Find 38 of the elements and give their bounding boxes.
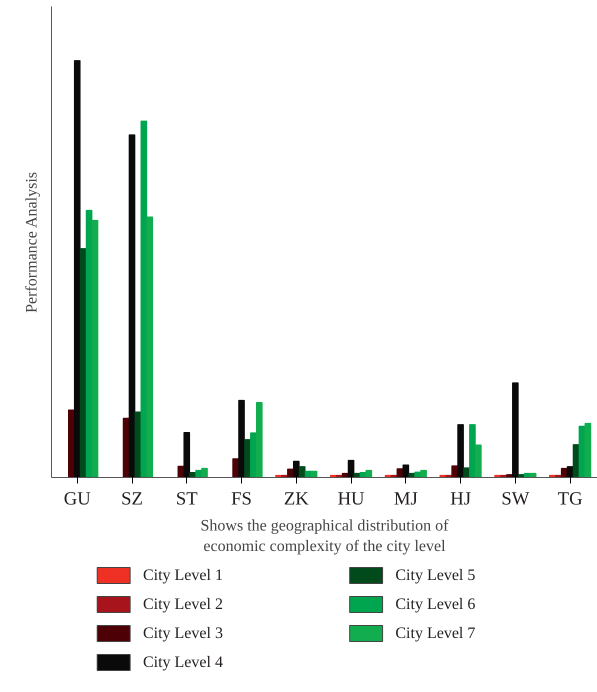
- bar: [469, 424, 476, 478]
- x-tick-label: ZK: [284, 488, 310, 510]
- x-tick-label: HU: [338, 488, 366, 510]
- bar: [146, 216, 154, 478]
- bar: [475, 444, 482, 478]
- legend-label: City Level 2: [142, 596, 223, 613]
- legend-label: City Level 3: [142, 625, 223, 642]
- bar: [578, 426, 586, 478]
- x-tick-label: MJ: [394, 488, 418, 510]
- bar: [244, 439, 251, 478]
- bar: [250, 432, 257, 478]
- bar: [310, 470, 318, 478]
- x-tick-label: TG: [558, 488, 583, 510]
- bar: [80, 248, 86, 478]
- bar: [420, 470, 427, 478]
- x-tick-label: SZ: [121, 488, 143, 510]
- x-tick-label: GU: [64, 488, 92, 510]
- bar: [572, 444, 580, 478]
- bar: [140, 120, 148, 478]
- bar: [298, 466, 306, 478]
- x-tick-label: SW: [501, 488, 530, 510]
- x-axis-title: Shows the geographical distribution of economic complexity of the city level: [200, 518, 450, 555]
- bar: [366, 470, 372, 478]
- bar: [68, 409, 75, 478]
- legend-label: City Level 7: [395, 625, 476, 642]
- x-tick-label: ST: [176, 488, 198, 510]
- bar: [134, 412, 142, 478]
- legend-label: City Level 4: [142, 654, 223, 671]
- bar: [256, 402, 263, 478]
- x-tick-label: HJ: [450, 488, 471, 510]
- x-tick-label: FS: [231, 488, 252, 510]
- bar: [92, 220, 98, 478]
- bar: [584, 422, 592, 478]
- legend-label: City Level 5: [395, 567, 476, 584]
- bar: [201, 468, 208, 478]
- legend-label: City Level 1: [142, 567, 223, 584]
- y-axis-title: Performance Analysis: [24, 172, 40, 313]
- legend-label: City Level 6: [395, 596, 476, 613]
